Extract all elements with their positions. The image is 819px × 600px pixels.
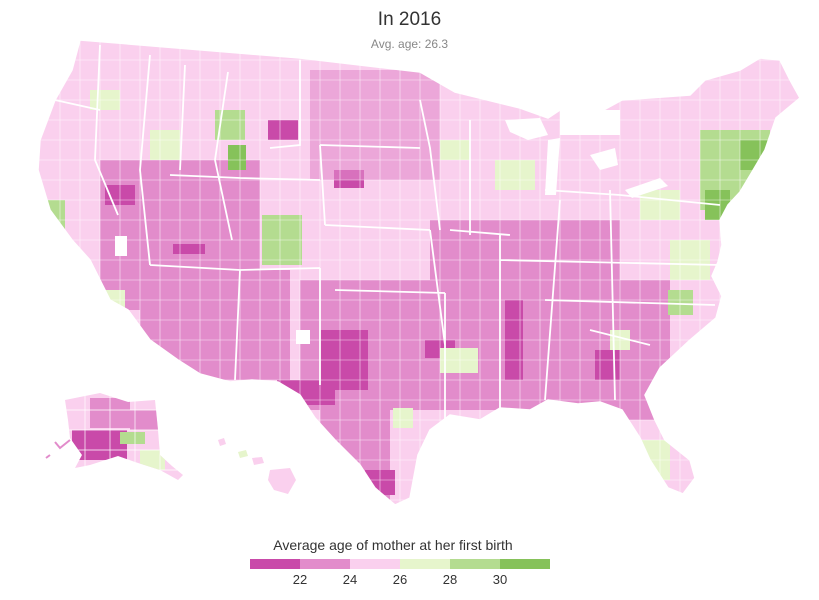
county-choropleth-map xyxy=(37,39,801,506)
legend-title: Average age of mother at her first birth xyxy=(273,537,513,553)
alaska xyxy=(45,393,183,480)
legend-swatch xyxy=(400,559,450,569)
legend-ticks: 22 24 26 28 30 xyxy=(250,572,550,590)
legend-tick-label: 24 xyxy=(342,572,358,587)
legend-swatch xyxy=(350,559,400,569)
map-title: In 2016 xyxy=(377,9,442,30)
legend-swatch xyxy=(500,559,550,569)
legend-swatch xyxy=(450,559,500,569)
map-subtitle: Avg. age: 26.3 xyxy=(370,37,449,51)
legend-tick-label: 30 xyxy=(492,572,508,587)
hawaii xyxy=(218,438,296,494)
legend-tick-label: 26 xyxy=(392,572,408,587)
legend-swatch xyxy=(300,559,350,569)
legend-tick-label: 22 xyxy=(292,572,308,587)
legend-color-scale xyxy=(250,559,550,569)
legend-tick-label: 28 xyxy=(442,572,458,587)
map-legend: Average age of mother at her first birth… xyxy=(250,537,550,590)
legend-swatch xyxy=(250,559,300,569)
